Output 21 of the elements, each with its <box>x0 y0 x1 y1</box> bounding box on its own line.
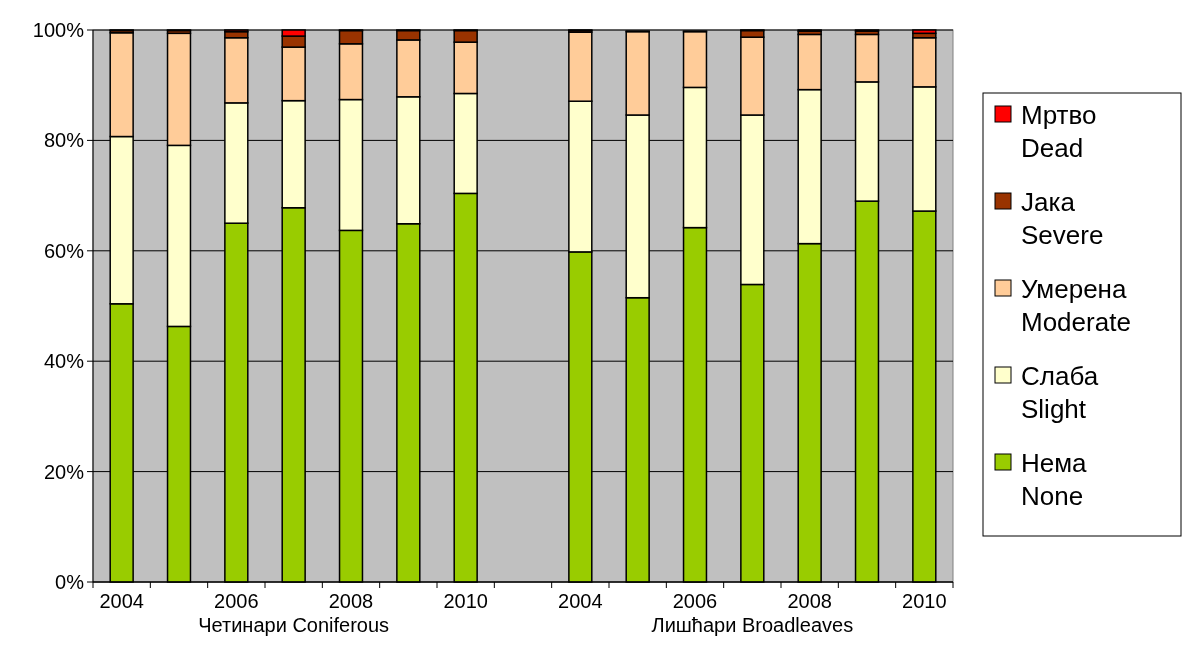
x-tick-label: 2006 <box>214 590 259 612</box>
x-tick-label: 2006 <box>672 590 718 612</box>
legend-label: Слаба Slight <box>1021 361 1099 424</box>
text: Четинари Coniferous <box>198 614 390 636</box>
x-tick-label: 2008 <box>328 590 374 612</box>
x-tick-label: 2010 <box>902 590 947 612</box>
legend-label: Умерена Moderate <box>1021 274 1131 337</box>
x-tick-label: 2008 <box>787 590 832 612</box>
text: Лишћари Broadleaves <box>651 614 854 636</box>
x-tick-label: 2010 <box>443 590 488 612</box>
y-tick-label: 60% <box>43 239 85 262</box>
legend-label: Мртво Dead <box>1021 100 1097 163</box>
legend-label: Нема None <box>1021 448 1088 511</box>
x-tick-label: 2004 <box>99 590 144 612</box>
y-tick-label: 80% <box>43 129 85 152</box>
y-tick-label: 100% <box>32 19 85 41</box>
x-tick-label: 2004 <box>558 590 603 612</box>
legend-label: Јака Severe <box>1021 187 1104 250</box>
y-tick-label: 0% <box>55 571 85 593</box>
y-tick-label: 20% <box>43 460 85 483</box>
y-tick-label: 40% <box>43 350 85 373</box>
